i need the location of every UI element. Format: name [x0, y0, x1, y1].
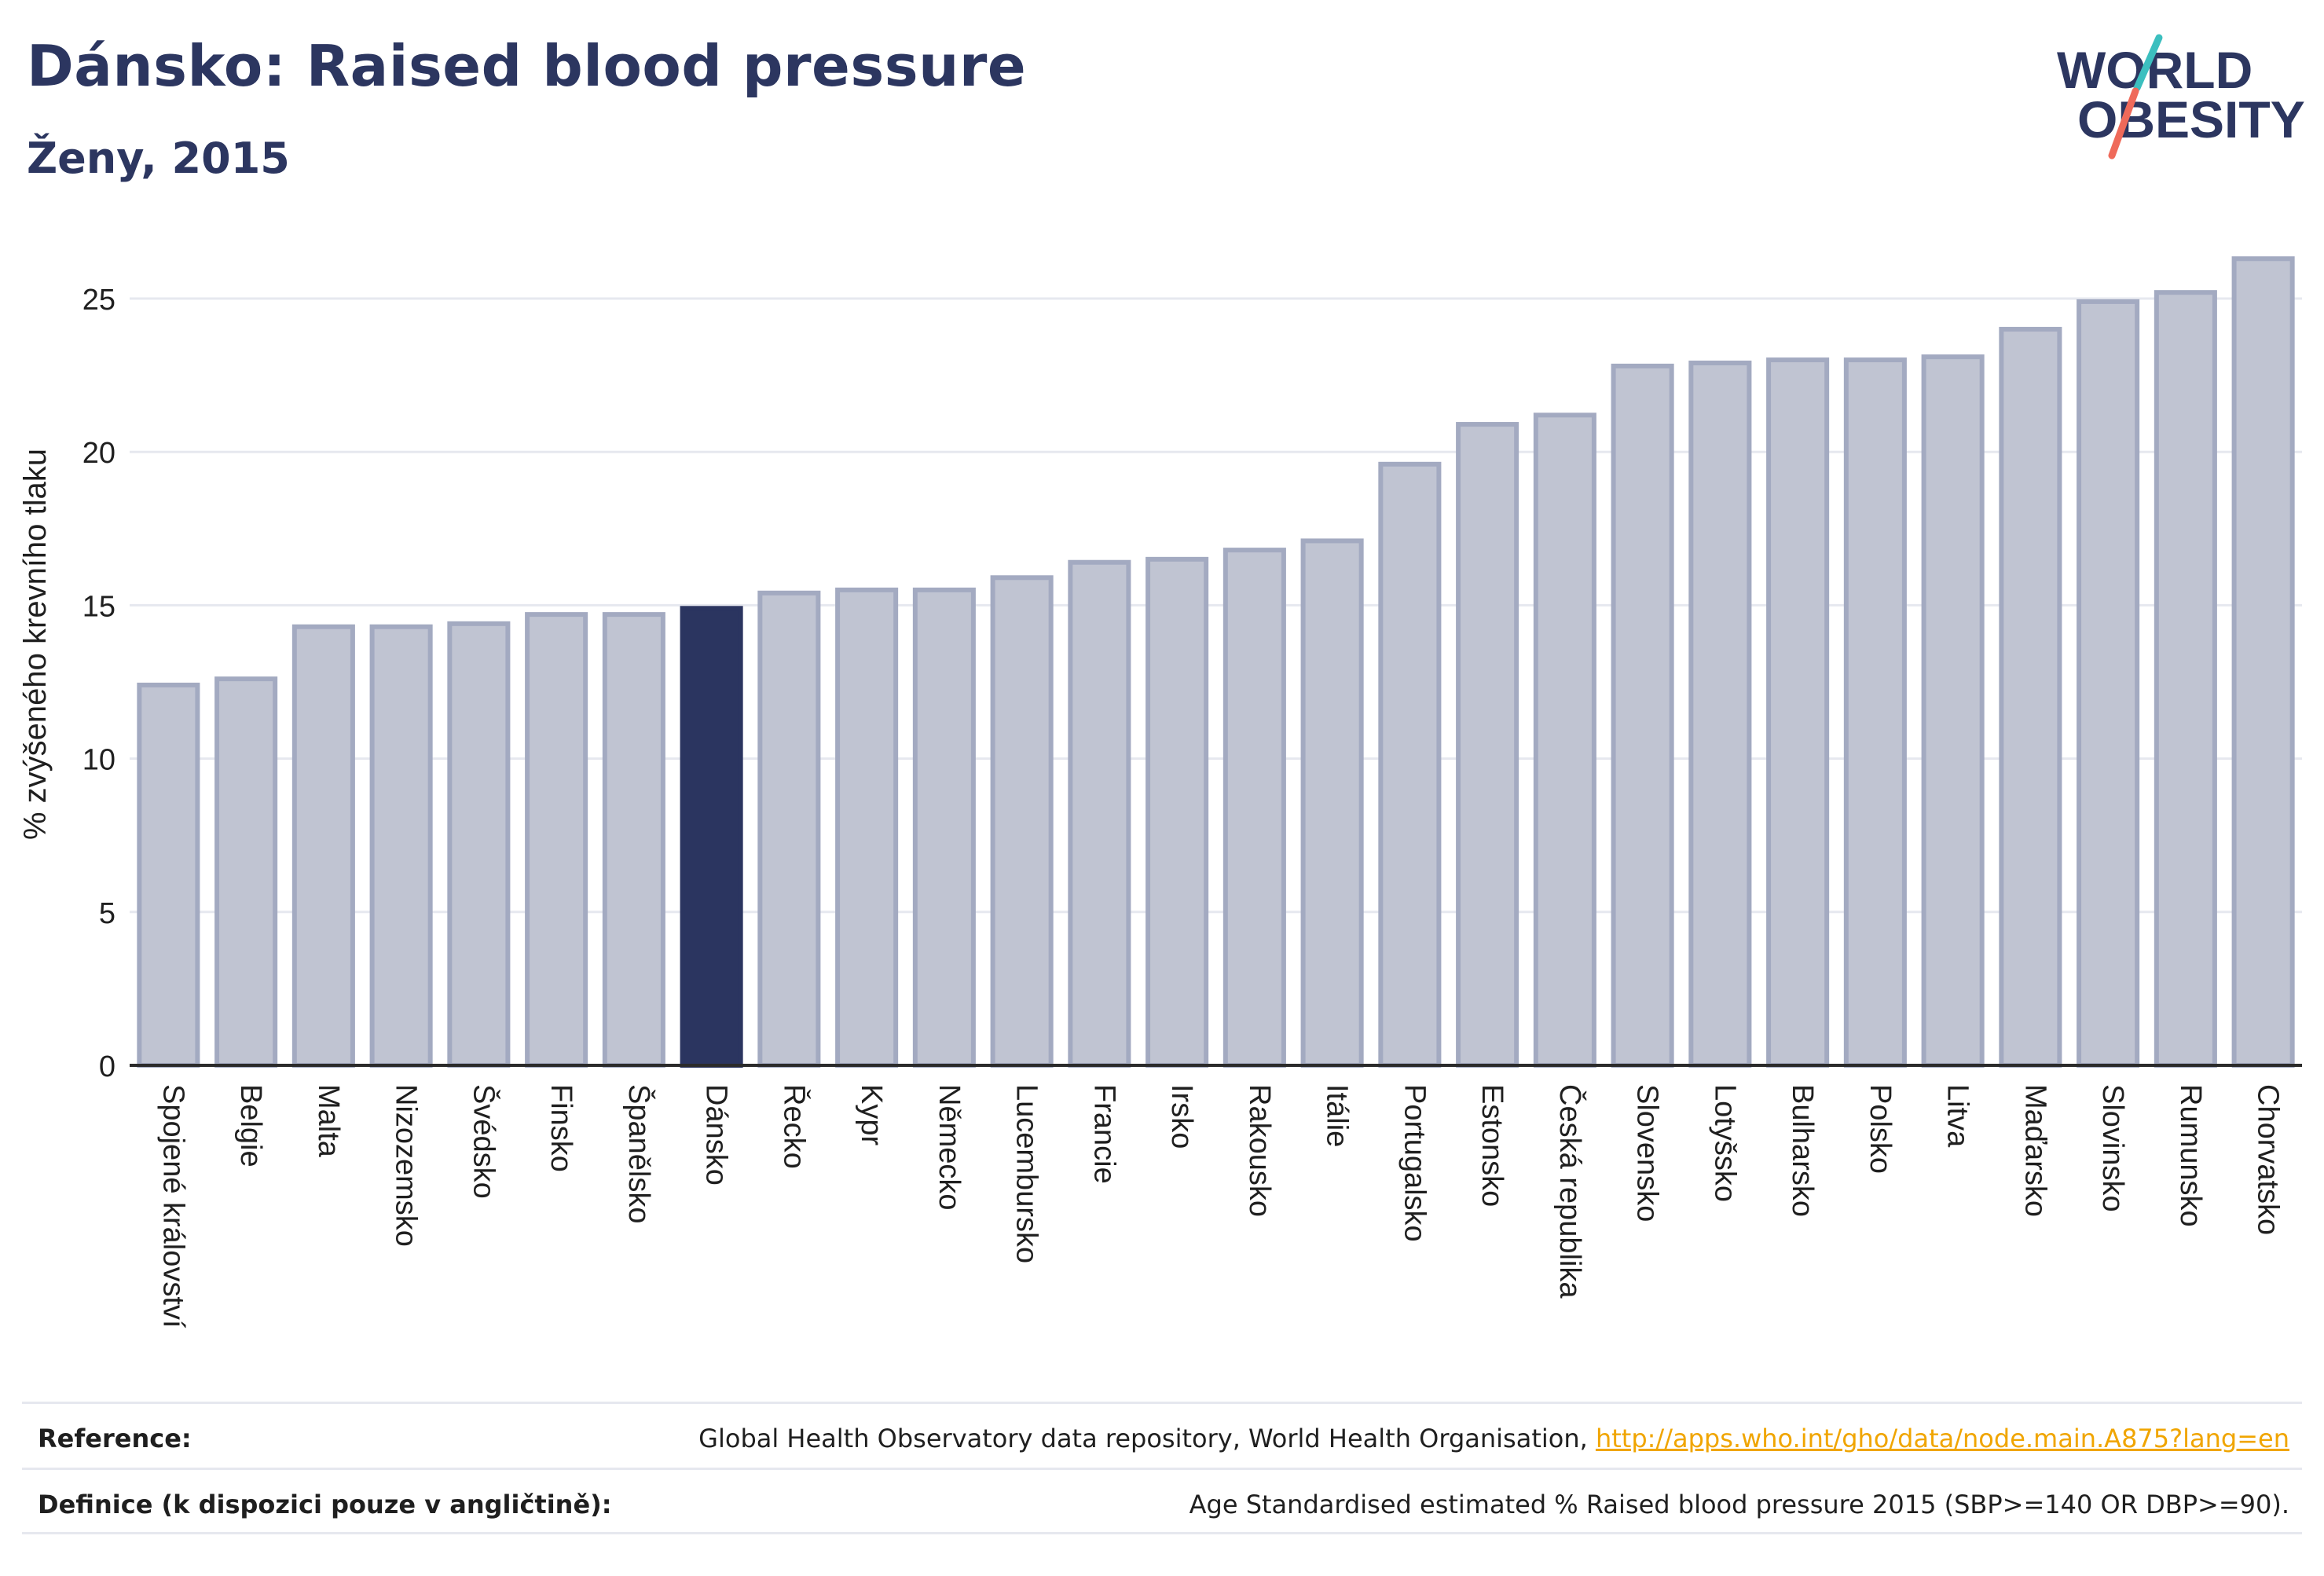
bar-chart: 0 5 10 15 20 25 Spojené království Belgie Malta…: [18, 256, 2302, 1329]
x-tick-label-19: Slovensko: [1631, 1084, 1664, 1222]
x-tick-label-23: Litva: [1941, 1084, 1974, 1148]
x-tick-label-6: Španělsko: [622, 1084, 657, 1223]
y-tick-label-25: 25: [82, 284, 115, 317]
x-tick-label-13: Irsko: [1165, 1084, 1198, 1149]
bar-1: [214, 676, 278, 1068]
bar-10: [912, 587, 976, 1068]
x-tick-label-3: Nizozemsko: [390, 1084, 423, 1247]
bar-5: [525, 612, 588, 1068]
y-tick-labels: 0 5 10 15 20 25: [82, 284, 115, 1083]
footer-divider-middle: [22, 1468, 2302, 1470]
x-tick-label-11: Lucembursko: [1010, 1084, 1043, 1263]
bar-27: [2231, 256, 2295, 1068]
y-tick-label-15: 15: [82, 590, 115, 623]
x-tick-label-26: Rumunsko: [2174, 1084, 2207, 1227]
bar-20: [1688, 360, 1752, 1068]
x-tick-label-18: Česká republika: [1553, 1084, 1588, 1299]
x-tick-label-12: Francie: [1087, 1084, 1120, 1184]
logo-slash-coral: [2108, 87, 2139, 159]
x-tick-label-7: Dánsko: [700, 1084, 733, 1186]
chart-title: Dánsko: Raised blood pressure: [27, 33, 1027, 99]
reference-label: Reference:: [38, 1424, 192, 1453]
reference-text: Global Health Observatory data repositor…: [698, 1424, 2289, 1453]
bar-11: [990, 575, 1054, 1068]
logo-slash-teal: [2133, 34, 2163, 92]
x-tick-label-0: Spojené království: [156, 1084, 189, 1329]
x-tick-label-1: Belgie: [234, 1084, 267, 1167]
y-axis-label: % zvýšeného krevního tlaku: [18, 449, 53, 840]
bar-21: [1766, 357, 1830, 1068]
bar-2: [291, 624, 355, 1068]
definition-text: Age Standardised estimated % Raised bloo…: [1189, 1490, 2289, 1519]
x-tick-label-9: Kypr: [855, 1084, 888, 1145]
bar-9: [835, 587, 899, 1068]
x-tick-label-5: Finsko: [544, 1084, 577, 1172]
x-tick-labels: Spojené království Belgie Malta Nizozemsko Š…: [156, 1084, 2284, 1329]
definition-label: Definice (k dispozici pouze v angličtině…: [38, 1490, 612, 1519]
y-tick-label-20: 20: [82, 437, 115, 470]
x-tick-label-10: Německo: [933, 1084, 966, 1211]
bar-25: [2077, 299, 2140, 1068]
x-tick-label-14: Rakousko: [1243, 1084, 1276, 1217]
bar-6: [602, 612, 665, 1068]
bar-0: [137, 682, 200, 1068]
footer-divider-bottom: [22, 1532, 2302, 1534]
bar-8: [757, 590, 821, 1068]
bar-24: [1999, 327, 2062, 1068]
bar-4: [447, 621, 511, 1068]
x-tick-label-24: Maďarsko: [2018, 1084, 2051, 1217]
footer-divider-top: [22, 1402, 2302, 1404]
x-tick-label-20: Lotyšsko: [1708, 1084, 1741, 1202]
bar-16: [1378, 461, 1442, 1068]
x-tick-label-8: Řecko: [777, 1084, 811, 1169]
x-tick-label-15: Itálie: [1321, 1084, 1354, 1147]
chart-subtitle: Ženy, 2015: [27, 134, 290, 183]
bar-13: [1146, 556, 1209, 1068]
y-tick-label-5: 5: [99, 897, 115, 930]
x-tick-label-25: Slovinsko: [2096, 1084, 2129, 1212]
bar-22: [1843, 357, 1907, 1068]
x-tick-label-27: Chorvatsko: [2252, 1084, 2285, 1235]
reference-source: Global Health Observatory data repositor…: [698, 1424, 1596, 1453]
reference-link[interactable]: http://apps.who.int/gho/data/node.main.A…: [1595, 1424, 2289, 1453]
x-tick-label-16: Portugalsko: [1398, 1084, 1431, 1242]
y-tick-label-0: 0: [99, 1050, 115, 1083]
bar-17: [1456, 422, 1519, 1068]
bar-14: [1222, 548, 1286, 1068]
world-obesity-logo: WORLD OBESITY: [2057, 34, 2305, 159]
x-tick-label-2: Malta: [312, 1084, 345, 1158]
bar-19: [1611, 363, 1674, 1068]
bar-26: [2154, 290, 2217, 1068]
y-tick-label-10: 10: [82, 744, 115, 777]
bar-15: [1300, 538, 1364, 1068]
x-tick-label-17: Estonsko: [1475, 1084, 1508, 1207]
bar-23: [1921, 354, 1985, 1068]
bar-3: [369, 624, 433, 1068]
bars: [137, 256, 2295, 1068]
bar-12: [1068, 559, 1131, 1068]
bar-18: [1533, 412, 1596, 1068]
x-tick-label-21: Bulharsko: [1786, 1084, 1819, 1217]
x-tick-label-22: Polsko: [1864, 1084, 1897, 1174]
x-tick-label-4: Švédsko: [467, 1084, 501, 1199]
bar-7: [680, 606, 743, 1068]
